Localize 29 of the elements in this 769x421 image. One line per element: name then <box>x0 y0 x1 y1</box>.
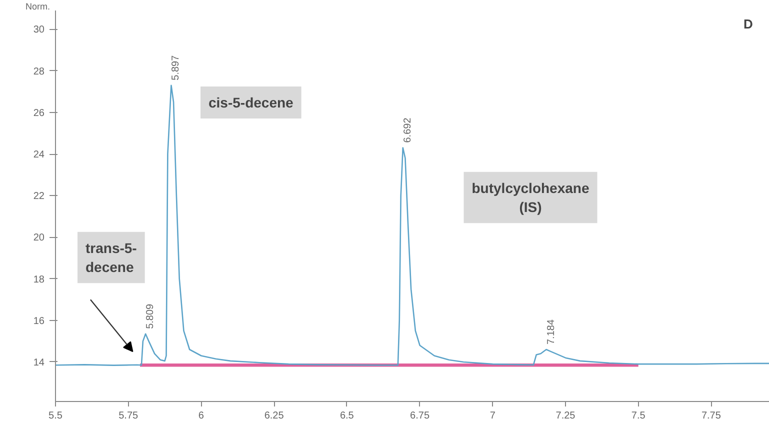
annotation: 7.184 <box>546 319 557 345</box>
y-tick-label: 20 <box>33 232 45 244</box>
annotation: trans-5- decene <box>86 240 138 276</box>
y-tick-label: 24 <box>33 150 45 161</box>
y-tick-label: 16 <box>33 316 45 327</box>
annotation: 5.897 <box>170 54 182 80</box>
line-series <box>56 84 769 366</box>
x-tick-label: 6.25 <box>264 410 284 421</box>
x-tick-label: 6.5 <box>340 410 354 421</box>
annotation: 5.809 <box>145 303 156 329</box>
x-tick-label: 7.5 <box>631 410 646 421</box>
y-tick-label: 14 <box>33 357 45 368</box>
y-tick-label: 22 <box>33 191 45 202</box>
y-tick-label: 30 <box>33 24 45 36</box>
x-tick-label: 5.5 <box>48 410 63 421</box>
y-tick-label: 26 <box>33 108 45 119</box>
x-tick-label: 5.75 <box>118 410 139 421</box>
annotation: D <box>744 16 753 32</box>
y-tick-label: 18 <box>33 274 45 286</box>
x-tick-label: 6.75 <box>410 410 430 421</box>
annotation: cis-5-decene <box>208 94 294 110</box>
x-tick-label: 7 <box>490 410 496 421</box>
y-tick-label: 28 <box>33 66 45 78</box>
annotation: butylcyclohexane (IS) <box>472 180 590 216</box>
annotation: 6.692 <box>402 117 414 143</box>
x-tick-label: 7.25 <box>556 410 576 421</box>
y-axis-title: Norm. <box>26 2 50 12</box>
x-tick-label: 6 <box>198 410 204 421</box>
x-tick-label: 7.75 <box>701 410 722 421</box>
